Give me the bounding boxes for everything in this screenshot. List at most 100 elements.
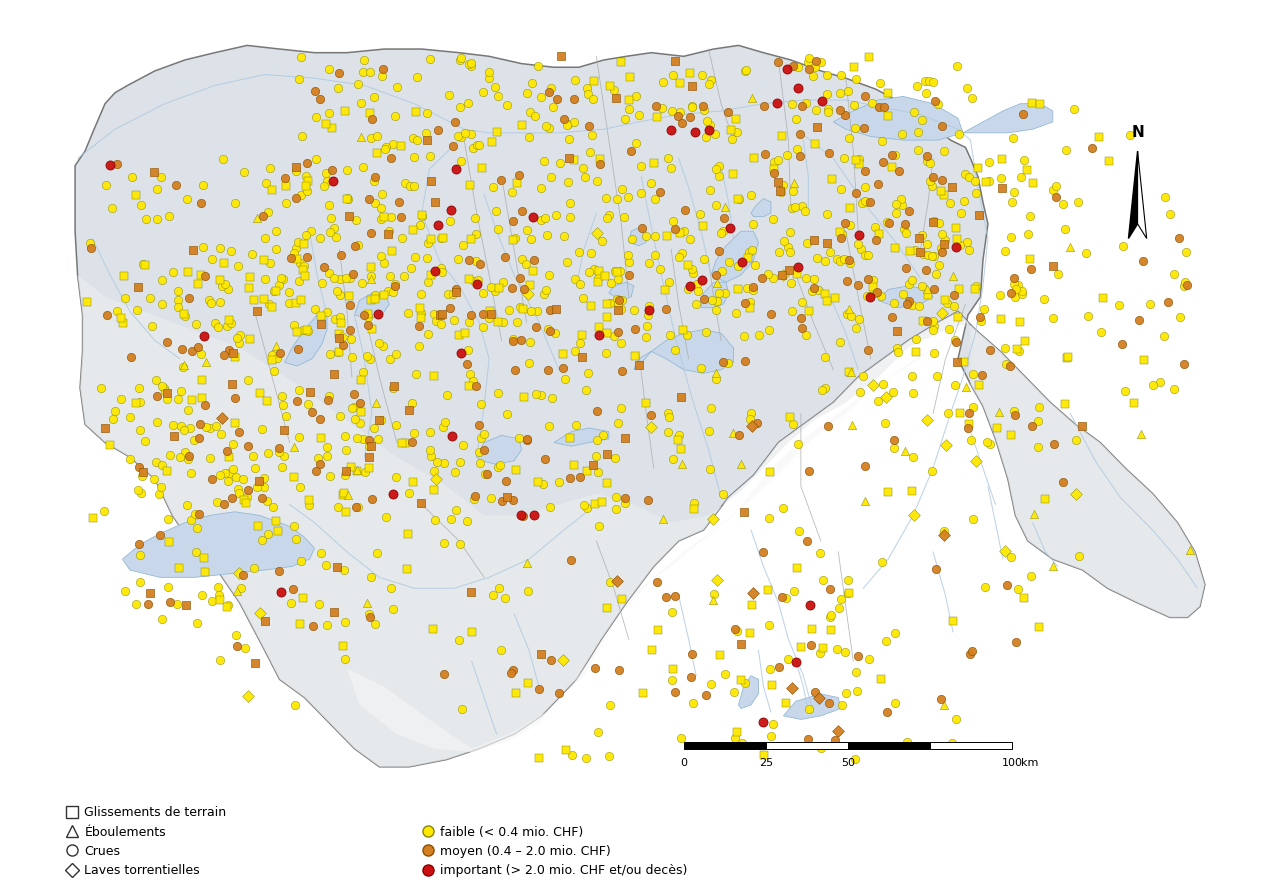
Point bbox=[516, 257, 536, 271]
Point bbox=[488, 89, 508, 103]
Polygon shape bbox=[739, 676, 759, 709]
Point bbox=[447, 129, 467, 143]
Point bbox=[151, 479, 172, 494]
Point bbox=[333, 639, 353, 653]
Point bbox=[611, 302, 631, 316]
Point bbox=[227, 584, 247, 599]
Point bbox=[923, 215, 943, 229]
Point bbox=[657, 590, 677, 605]
Point bbox=[755, 147, 776, 161]
Point bbox=[294, 259, 315, 273]
Point bbox=[603, 82, 623, 97]
Point bbox=[806, 54, 827, 68]
Point bbox=[579, 265, 599, 280]
Point bbox=[931, 240, 951, 254]
Point bbox=[1069, 549, 1089, 564]
Point bbox=[753, 546, 773, 560]
Point bbox=[239, 332, 260, 347]
Point bbox=[658, 426, 678, 440]
Point bbox=[602, 275, 622, 289]
Point bbox=[195, 565, 215, 580]
Point bbox=[125, 597, 146, 611]
Point bbox=[859, 49, 879, 64]
Point bbox=[260, 256, 280, 271]
Point bbox=[928, 216, 948, 230]
Point bbox=[959, 417, 979, 431]
Point bbox=[1052, 196, 1073, 211]
Point bbox=[1012, 107, 1033, 121]
Point bbox=[576, 81, 596, 95]
Point bbox=[420, 174, 440, 188]
Point bbox=[452, 702, 472, 716]
Point bbox=[882, 385, 902, 400]
Point bbox=[837, 307, 858, 322]
Point bbox=[329, 271, 349, 286]
Point bbox=[454, 125, 475, 140]
Point bbox=[244, 461, 265, 475]
Bar bbox=[684, 742, 765, 748]
Point bbox=[195, 329, 215, 343]
Point bbox=[699, 123, 719, 137]
Point bbox=[301, 224, 321, 238]
Point bbox=[621, 143, 641, 158]
Point bbox=[479, 65, 499, 79]
Point bbox=[1174, 279, 1194, 293]
Point bbox=[403, 131, 424, 145]
Point bbox=[932, 306, 952, 320]
Point bbox=[820, 623, 841, 637]
Point bbox=[266, 513, 287, 528]
Point bbox=[559, 195, 580, 210]
Point bbox=[607, 271, 627, 286]
Point bbox=[279, 285, 300, 299]
Point bbox=[607, 192, 627, 206]
Point bbox=[1020, 209, 1041, 223]
Point bbox=[658, 406, 678, 420]
Point bbox=[311, 309, 332, 323]
Point bbox=[773, 177, 794, 192]
Point bbox=[946, 239, 966, 254]
Point bbox=[356, 596, 376, 610]
Point bbox=[516, 556, 536, 570]
Point bbox=[219, 466, 239, 480]
Point bbox=[946, 221, 966, 236]
Polygon shape bbox=[783, 694, 841, 719]
Point bbox=[637, 493, 658, 507]
Point bbox=[922, 249, 942, 263]
Point bbox=[804, 280, 824, 295]
Point bbox=[348, 237, 369, 252]
Point bbox=[709, 168, 730, 183]
Point bbox=[754, 99, 774, 113]
Point bbox=[210, 427, 230, 442]
Point bbox=[1020, 569, 1041, 583]
Point bbox=[1007, 278, 1028, 292]
Point bbox=[233, 472, 253, 487]
Point bbox=[225, 416, 246, 430]
Point bbox=[630, 159, 650, 173]
Point bbox=[589, 264, 609, 279]
Point bbox=[474, 426, 494, 441]
Point bbox=[511, 333, 531, 348]
Point bbox=[210, 241, 230, 255]
Point bbox=[316, 174, 337, 188]
Point bbox=[728, 428, 749, 443]
Point bbox=[306, 464, 326, 478]
Point bbox=[361, 570, 381, 584]
Point bbox=[198, 293, 219, 307]
Point bbox=[420, 443, 440, 457]
Point bbox=[884, 696, 905, 711]
Point bbox=[520, 278, 540, 292]
Point bbox=[723, 167, 744, 181]
Point bbox=[1089, 130, 1110, 144]
Point bbox=[187, 521, 207, 536]
Point bbox=[607, 265, 627, 280]
Point bbox=[588, 465, 608, 479]
Point bbox=[589, 519, 609, 533]
Point bbox=[540, 81, 561, 95]
Point bbox=[975, 176, 996, 190]
Point bbox=[433, 420, 453, 435]
Point bbox=[445, 285, 466, 299]
Point bbox=[342, 349, 362, 364]
Point bbox=[815, 350, 836, 365]
Point bbox=[858, 272, 878, 287]
Point bbox=[319, 61, 339, 75]
